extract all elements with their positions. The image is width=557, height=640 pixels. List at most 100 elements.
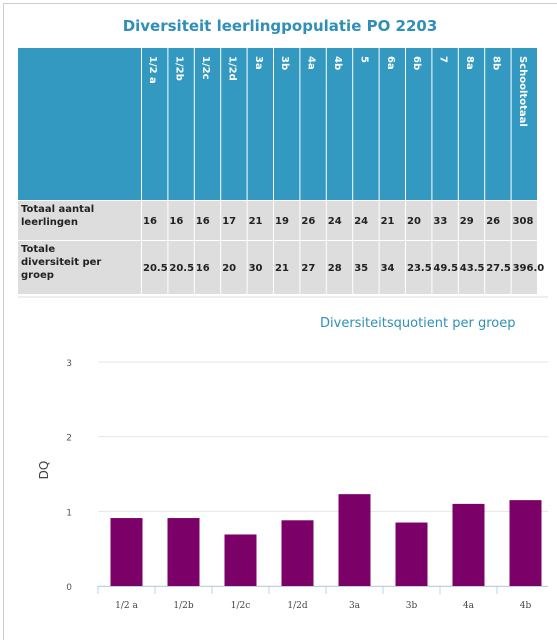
cell: [247, 241, 273, 294]
cell-value: 26: [486, 216, 500, 227]
column-header: Schooltotaal: [517, 56, 528, 127]
cell: [194, 201, 221, 240]
column-header: 4a: [306, 56, 317, 70]
header-cell: [168, 48, 194, 200]
header-cell: [247, 48, 273, 200]
cell: [326, 201, 353, 240]
cell-value: 396.0: [513, 263, 545, 274]
x-tick-label: 1/2b: [173, 601, 193, 611]
cell-value: 16: [196, 263, 210, 274]
column-header: 4b: [332, 56, 343, 70]
x-tick-label: 3a: [349, 601, 361, 611]
cell-value: 23.5: [407, 263, 432, 274]
y-tick-label: 3: [66, 359, 72, 369]
column-header: 3a: [253, 56, 264, 70]
cell: [379, 201, 405, 240]
cell: [221, 201, 247, 240]
cell-value: 27: [301, 263, 315, 274]
cell-value: 26: [301, 216, 315, 227]
cell: [326, 241, 353, 294]
row-label: Totale diversiteit per groep: [21, 244, 101, 281]
y-tick-label: 2: [66, 434, 72, 444]
bar: [167, 518, 200, 586]
cell: [406, 201, 432, 240]
header-row: [18, 48, 141, 200]
cell: [432, 241, 458, 294]
header-cell: [485, 48, 511, 200]
cell-value: 16: [143, 216, 157, 227]
row-label: Totaal aantal leerlingen: [21, 204, 94, 228]
cell: [168, 201, 194, 240]
y-tick-label: 1: [66, 508, 72, 518]
cell: [406, 241, 432, 294]
cell: [458, 201, 485, 240]
x-tick-label: 4a: [463, 601, 475, 611]
cell-value: 16: [196, 216, 210, 227]
column-header: 7: [438, 56, 449, 63]
column-header: 5: [358, 56, 369, 63]
cell-value: 21: [249, 216, 263, 227]
header-cell: [300, 48, 326, 200]
cell: [511, 201, 537, 240]
chart-title: Diversiteitsquotient per groep: [320, 316, 515, 331]
column-header: 6a: [385, 56, 396, 70]
page-title: Diversiteit leerlingpopulatie PO 2203: [123, 17, 438, 35]
column-header: 8a: [464, 56, 475, 70]
row-label-cell: [18, 241, 141, 294]
cell-value: 30: [249, 263, 263, 274]
column-header: 1/2 a: [147, 56, 158, 84]
cell-value: 43.5: [460, 263, 485, 274]
header-cell: [458, 48, 485, 200]
header-cell: [406, 48, 432, 200]
bar: [110, 518, 143, 586]
bar: [338, 494, 371, 586]
header-cell: [432, 48, 458, 200]
column-header: 8b: [490, 56, 501, 70]
header-cell: [353, 48, 379, 200]
cell: [432, 201, 458, 240]
x-tick-label: 1/2c: [231, 601, 251, 611]
header-cell: [221, 48, 247, 200]
header-cell: [511, 48, 537, 200]
cell: [485, 201, 511, 240]
x-tick-label: 4b: [520, 601, 532, 611]
cell: [168, 241, 194, 294]
cell: [274, 241, 300, 294]
cell-value: 21: [381, 216, 395, 227]
cell: [247, 201, 273, 240]
y-tick-label: 0: [66, 583, 72, 593]
cell: [511, 241, 537, 294]
cell-value: 24: [328, 216, 342, 227]
cell: [221, 241, 247, 294]
bar: [281, 520, 314, 586]
cell-value: 16: [169, 216, 183, 227]
table: 1/2 a 1/2b 1/2c 1/2d 3a 3b 4a 4b 5 6a 6b 7 8a 8b Schoo…: [18, 48, 544, 294]
x-tick-label: 3b: [406, 601, 418, 611]
cell-value: 20.5: [169, 263, 194, 274]
cell: [300, 241, 326, 294]
cell-value: 33: [433, 216, 447, 227]
bar: [452, 503, 485, 586]
column-header: 1/2c: [200, 56, 211, 80]
cell: [142, 241, 168, 294]
cell-value: 34: [381, 263, 395, 274]
cell-value: 29: [460, 216, 474, 227]
header-cell: [194, 48, 221, 200]
cell-value: 17: [222, 216, 236, 227]
x-tick-label: 1/2d: [287, 601, 307, 611]
cell: [458, 241, 485, 294]
column-header: 1/2d: [226, 56, 237, 81]
cell: [485, 241, 511, 294]
column-header: 6b: [411, 56, 422, 70]
column-header: 1/2b: [174, 56, 185, 81]
y-axis-label: DQ: [37, 461, 51, 480]
x-tick-label: 1/2 a: [115, 601, 138, 611]
cell-value: 20: [407, 216, 421, 227]
cell: [353, 241, 379, 294]
cell-value: 20: [222, 263, 236, 274]
cell: [194, 241, 221, 294]
cell-value: 49.5: [433, 263, 458, 274]
cell: [142, 201, 168, 240]
